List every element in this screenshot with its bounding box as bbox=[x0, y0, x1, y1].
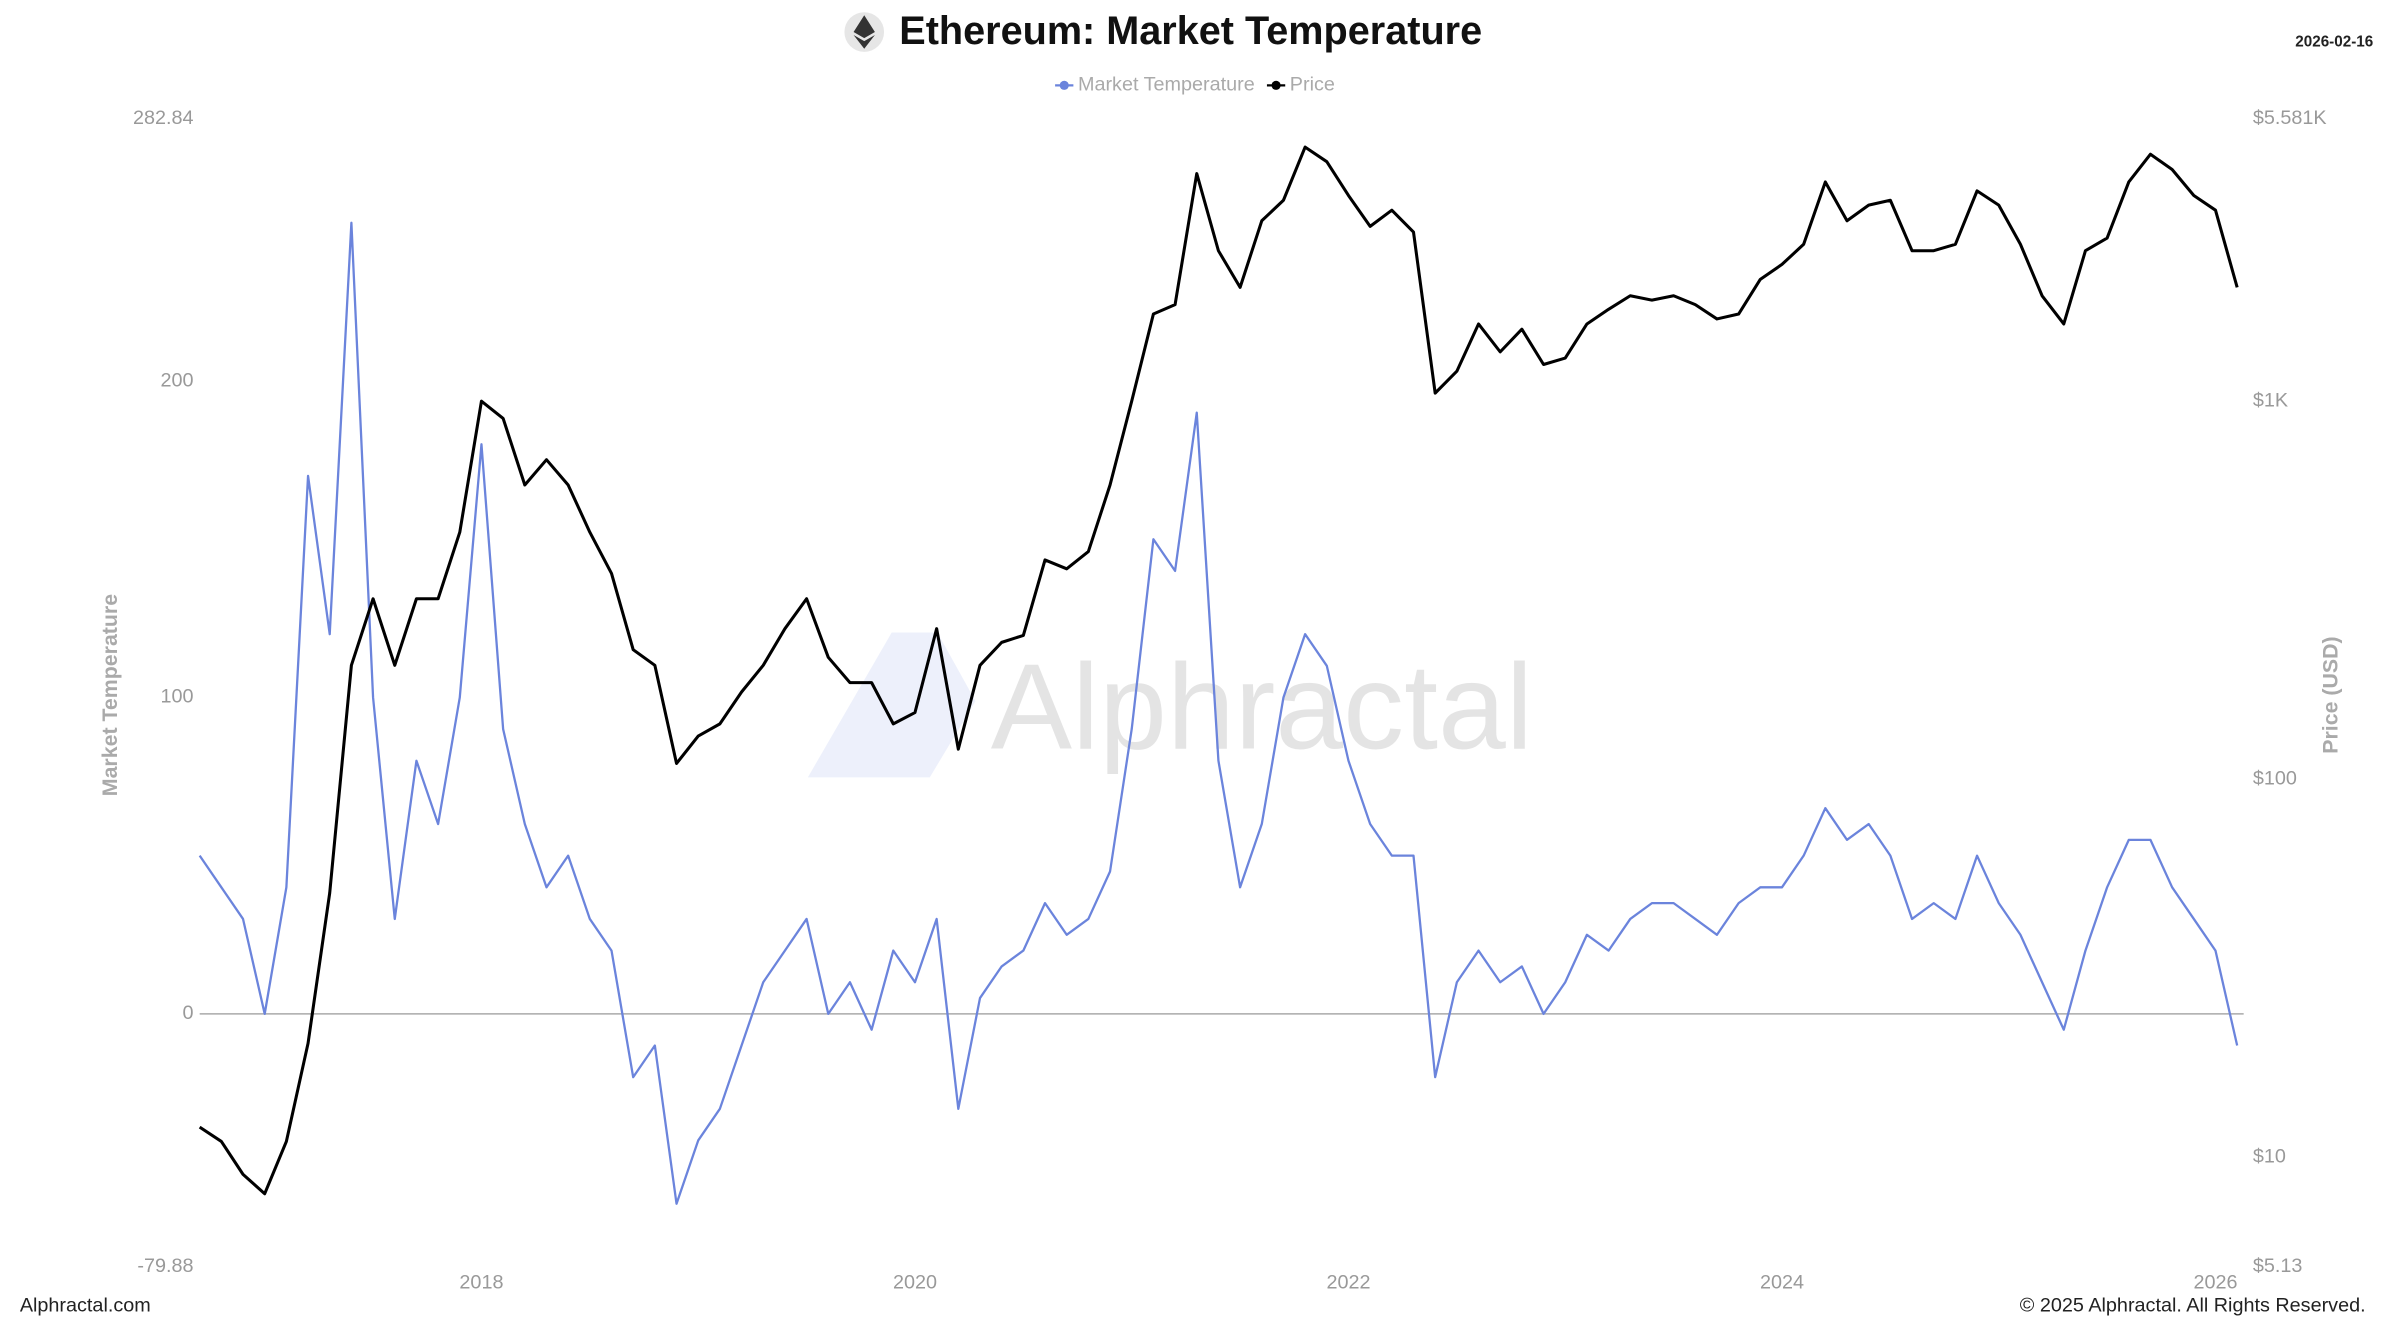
y2-tick-label: $10 bbox=[2253, 1145, 2286, 1167]
legend-marker bbox=[1271, 80, 1281, 90]
legend: Market Temperature Price bbox=[1055, 74, 1335, 96]
y-axis-title: Market Temperature bbox=[98, 594, 122, 796]
series-line bbox=[198, 221, 2239, 1205]
legend-marker bbox=[1059, 80, 1069, 90]
y-tick-label: 282.84 bbox=[133, 107, 194, 129]
y2-tick-label: $5.13 bbox=[2253, 1255, 2303, 1277]
watermark-logo bbox=[807, 632, 976, 778]
y-tick-label: 200 bbox=[161, 369, 194, 391]
y2-tick-label: $1K bbox=[2253, 389, 2288, 411]
y2-axis-title: Price (USD) bbox=[2319, 636, 2343, 753]
legend-label: Price bbox=[1290, 74, 1335, 96]
legend-item: Market Temperature bbox=[1055, 74, 1255, 96]
series-line bbox=[198, 145, 2239, 1196]
x-tick-label: 2020 bbox=[893, 1272, 937, 1294]
legend-item: Price bbox=[1266, 74, 1335, 96]
x-tick-label: 2024 bbox=[1760, 1272, 1804, 1294]
legend-label: Market Temperature bbox=[1078, 74, 1255, 96]
x-tick-label: 2018 bbox=[459, 1272, 503, 1294]
eth-icon bbox=[844, 12, 885, 52]
y2-tick-label: $5.581K bbox=[2253, 107, 2327, 129]
footer-right: © 2025 Alphractal. All Rights Reserved. bbox=[2020, 1295, 2366, 1317]
y-tick-label: 100 bbox=[161, 686, 194, 708]
date: 2026-02-16 bbox=[2295, 34, 2373, 51]
footer-left: Alphractal.com bbox=[20, 1295, 151, 1317]
x-tick-label: 2022 bbox=[1326, 1272, 1370, 1294]
y-tick-label: -79.88 bbox=[137, 1255, 193, 1277]
y-tick-label: 0 bbox=[183, 1002, 194, 1024]
y2-tick-label: $100 bbox=[2253, 767, 2297, 789]
x-tick-label: 2026 bbox=[2193, 1272, 2237, 1294]
watermark: Alphractal bbox=[991, 639, 1533, 775]
chart-title: Ethereum: Market Temperature bbox=[899, 9, 1482, 53]
